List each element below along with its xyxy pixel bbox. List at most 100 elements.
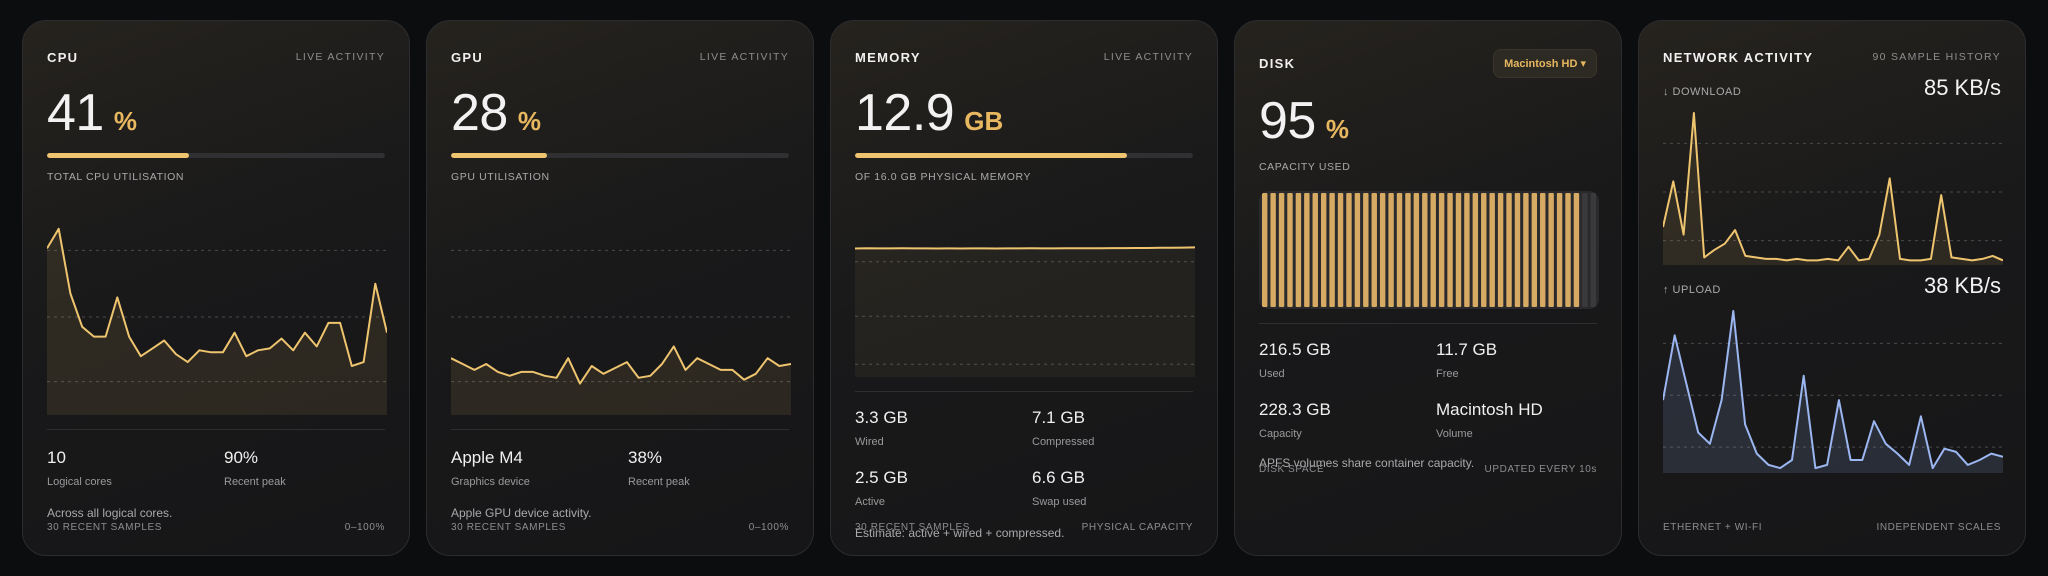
upload-chart — [1663, 310, 2003, 473]
stat-value: 6.6 GB — [1032, 468, 1085, 487]
stat-value: 11.7 GB — [1436, 340, 1498, 359]
cpu-usage-fill — [47, 153, 189, 158]
stat-label: Compressed — [1032, 436, 1095, 448]
disk-value: 95 — [1259, 92, 1316, 150]
disk-capacity-segment — [1379, 193, 1386, 307]
memory-unit: GB — [964, 106, 1004, 136]
disk-capacity-segment — [1363, 193, 1369, 307]
disk-title: DISK — [1259, 55, 1296, 71]
disk-capacity-segment — [1523, 193, 1529, 307]
memory-history-chart — [855, 246, 1195, 377]
gpu-usage-fill — [451, 153, 548, 158]
stat-label: Recent peak — [628, 476, 690, 488]
stat-value: 90% — [224, 448, 259, 467]
disk-capacity-segment — [1472, 193, 1479, 307]
disk-capacity-segment — [1329, 193, 1335, 307]
memory-usage-fill — [855, 153, 1128, 158]
disk-capacity-segment — [1497, 193, 1504, 307]
disk-capacity-segment — [1287, 193, 1293, 307]
area-fill — [47, 228, 387, 415]
disk-capacity-segment — [1295, 193, 1302, 307]
disk-capacity-segment — [1506, 193, 1512, 307]
memory-stat-active: 2.5 GB Active — [855, 468, 1032, 508]
disk-capacity-segment — [1405, 193, 1411, 307]
cpu-note: Across all logical cores. — [47, 506, 173, 520]
area-fill — [451, 346, 791, 415]
stat-value: 3.3 GB — [855, 408, 908, 427]
disk-capacity-segment — [1270, 193, 1276, 307]
memory-title: MEMORY — [855, 49, 921, 65]
upload-rate: 38 KB/s — [1923, 273, 2001, 298]
stat-label: Capacity — [1259, 428, 1302, 440]
disk-capacity-segment — [1396, 193, 1403, 307]
disk-capacity-segment — [1278, 193, 1285, 307]
stat-label: Volume — [1436, 428, 1473, 440]
disk-divider — [1259, 323, 1597, 324]
disk-stat-free: 11.7 GB Free — [1436, 340, 1599, 380]
disk-caption: CAPACITY USED — [1259, 161, 1351, 173]
disk-capacity-segment — [1413, 193, 1420, 307]
series-line — [451, 345, 791, 385]
memory-usage-bar — [855, 153, 1193, 158]
disk-capacity-segment — [1262, 193, 1268, 307]
disk-capacity-segment — [1354, 193, 1361, 307]
volume-select[interactable]: Macintosh HD ▾ — [1493, 48, 1597, 78]
cpu-live-tag: LIVE ACTIVITY — [295, 51, 385, 63]
disk-note: APFS volumes share container capacity. — [1259, 456, 1475, 470]
gpu-card: GPU LIVE ACTIVITY 28 % GPU UTILISATION A… — [426, 20, 814, 556]
cpu-caption: TOTAL CPU UTILISATION — [47, 171, 185, 183]
disk-capacity-segment — [1531, 193, 1538, 307]
cpu-card: CPU LIVE ACTIVITY 41 % TOTAL CPU UTILISA… — [22, 20, 410, 556]
stat-label: Used — [1259, 368, 1285, 380]
series-line — [855, 246, 1195, 250]
gpu-divider — [451, 429, 789, 430]
memory-live-tag: LIVE ACTIVITY — [1103, 51, 1193, 63]
download-rate: 85 KB/s — [1923, 75, 2001, 100]
disk-capacity-segment — [1371, 193, 1377, 307]
cpu-stat-peak: 90% Recent peak — [224, 448, 387, 488]
stat-value: 38% — [628, 448, 663, 467]
disk-capacity-bars — [1259, 191, 1599, 309]
disk-capacity-segment — [1556, 193, 1563, 307]
cpu-footer-samples: 30 RECENT SAMPLES — [47, 522, 163, 533]
disk-capacity-segment — [1312, 193, 1318, 307]
disk-card: DISK Macintosh HD ▾ 95 % CAPACITY USED 2… — [1234, 20, 1622, 556]
download-label: ↓ DOWNLOAD — [1663, 86, 1742, 98]
disk-capacity-segment — [1438, 193, 1445, 307]
download-chart — [1663, 112, 2003, 265]
memory-footer-samples: 30 RECENT SAMPLES — [855, 522, 971, 533]
stat-value: 10 — [47, 448, 66, 467]
stat-value: 2.5 GB — [855, 468, 908, 487]
disk-stat-used: 216.5 GB Used — [1259, 340, 1436, 380]
cpu-footer-range: 0–100% — [344, 522, 385, 533]
cpu-history-chart — [47, 227, 387, 415]
gpu-footer-range: 0–100% — [748, 522, 789, 533]
network-footer-scales: INDEPENDENT SCALES — [1876, 522, 2001, 533]
network-title: NETWORK ACTIVITY — [1663, 49, 1814, 65]
disk-capacity-segment — [1481, 193, 1487, 307]
series-line — [1663, 112, 2003, 262]
disk-capacity-segment — [1455, 193, 1462, 307]
gpu-stat-peak: 38% Recent peak — [628, 448, 791, 488]
network-card: NETWORK ACTIVITY 90 SAMPLE HISTORY ↓ DOW… — [1638, 20, 2026, 556]
disk-capacity-segment — [1582, 193, 1588, 307]
disk-capacity-segment — [1514, 193, 1521, 307]
disk-capacity-segment — [1388, 193, 1394, 307]
disk-capacity-segment — [1430, 193, 1436, 307]
network-footer-interfaces: ETHERNET + WI-FI — [1663, 522, 1763, 533]
disk-capacity-segment — [1548, 193, 1554, 307]
cpu-title: CPU — [47, 49, 79, 65]
memory-stat-swap: 6.6 GB Swap used — [1032, 468, 1195, 508]
memory-caption: OF 16.0 GB PHYSICAL MEMORY — [855, 171, 1032, 183]
stat-label: Free — [1436, 368, 1459, 380]
memory-note: Estimate: active + wired + compressed. — [855, 526, 1065, 540]
disk-capacity-segment — [1304, 193, 1310, 307]
memory-value: 12.9 — [855, 84, 955, 142]
gpu-caption: GPU UTILISATION — [451, 171, 550, 183]
upload-label: ↑ UPLOAD — [1663, 284, 1721, 296]
disk-capacity-segment — [1540, 193, 1546, 307]
disk-stat-capacity: 228.3 GB Capacity — [1259, 400, 1436, 440]
memory-stat-wired: 3.3 GB Wired — [855, 408, 1032, 448]
disk-capacity-segment — [1346, 193, 1352, 307]
memory-footer-capacity: PHYSICAL CAPACITY — [1081, 522, 1193, 533]
